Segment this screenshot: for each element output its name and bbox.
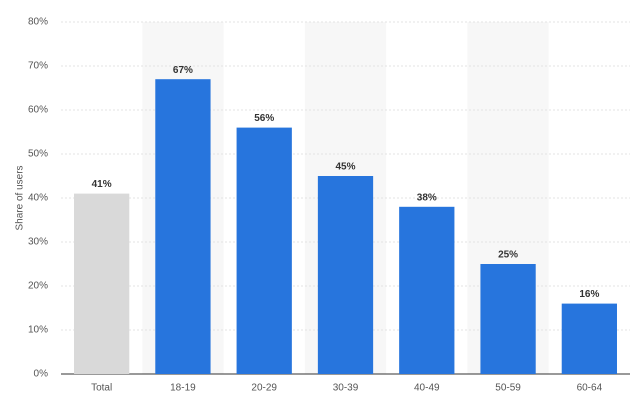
x-tick-label: 20-29 [251, 383, 277, 394]
y-tick-label: 40% [28, 193, 48, 204]
value-label: 41% [92, 179, 112, 190]
x-tick-label: 50-59 [495, 383, 521, 394]
x-tick-label: Total [91, 383, 112, 394]
y-tick-label: 70% [28, 61, 48, 72]
y-tick-label: 20% [28, 281, 48, 292]
bar [480, 264, 536, 374]
bar [399, 206, 455, 374]
x-tick-label: 30-39 [333, 383, 359, 394]
value-label: 16% [579, 289, 599, 300]
y-tick-label: 80% [28, 17, 48, 28]
value-label: 25% [498, 250, 518, 261]
bar [317, 176, 374, 374]
value-label: 56% [254, 113, 274, 124]
bar [561, 303, 617, 374]
value-label: 67% [173, 65, 193, 76]
bar [155, 79, 211, 374]
value-label: 45% [335, 162, 355, 173]
x-tick-label: 18-19 [170, 383, 196, 394]
x-tick-label: 60-64 [577, 383, 603, 394]
x-tick-label: 40-49 [414, 383, 440, 394]
y-tick-label: 0% [34, 369, 49, 380]
y-tick-label: 10% [28, 325, 48, 336]
bar [74, 193, 130, 374]
y-axis-title: Share of users [15, 165, 26, 230]
y-tick-label: 50% [28, 149, 48, 160]
value-label: 38% [417, 192, 437, 203]
y-tick-label: 30% [28, 237, 48, 248]
y-tick-label: 60% [28, 105, 48, 116]
bar [236, 127, 292, 374]
